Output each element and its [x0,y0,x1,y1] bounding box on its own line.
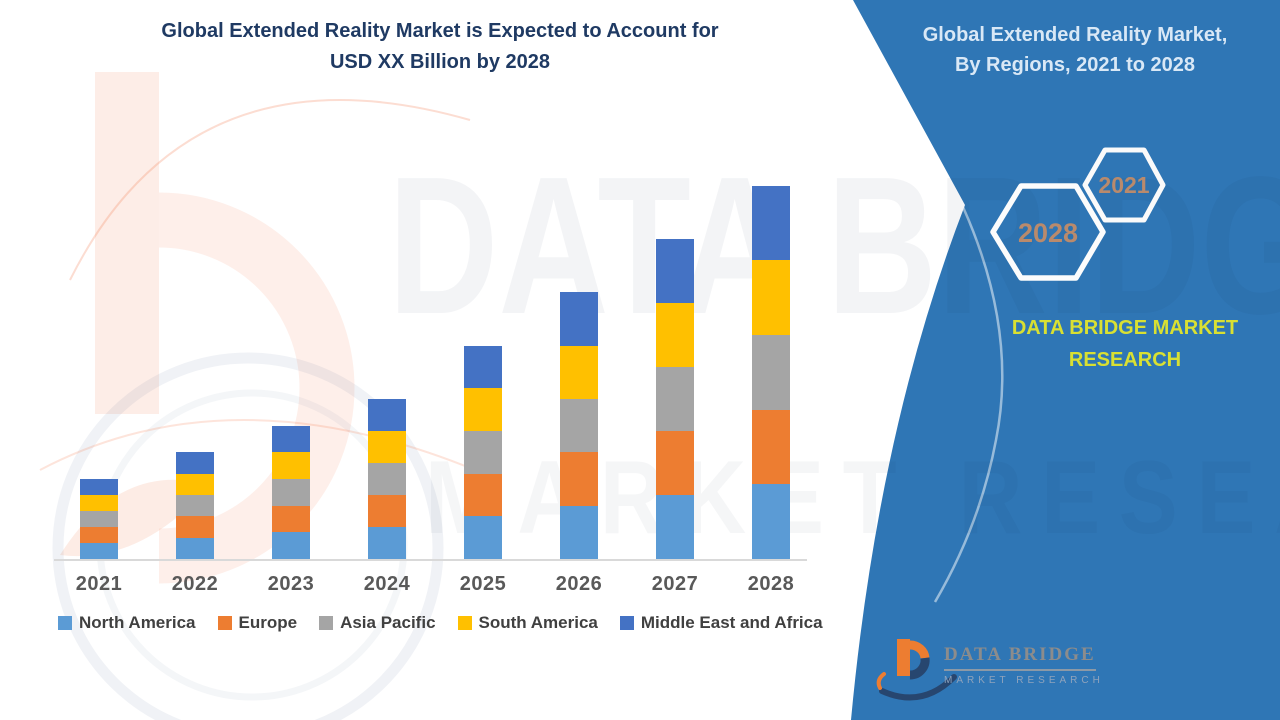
x-axis-label-2023: 2023 [267,573,315,595]
bar-segment-asia-pacific-2021 [80,511,118,527]
logo-mark-icon [876,639,957,701]
bar-segment-middle-east-and-africa-2022 [176,452,214,474]
bar-segment-europe-2026 [560,452,598,506]
bar-segment-south-america-2021 [80,495,118,511]
bar-segment-europe-2027 [656,431,694,495]
legend-swatch-icon [217,616,232,630]
bar-segment-asia-pacific-2028 [752,335,790,410]
watermark-arc-bottom [39,419,476,471]
chart-title-line1: Global Extended Reality Market is Expect… [161,20,719,42]
bar-segment-middle-east-and-africa-2027 [656,239,694,303]
legend-item-south-america: South America [457,613,598,633]
x-axis-label-2028: 2028 [747,573,795,595]
x-axis-line [54,559,807,561]
bar-segment-asia-pacific-2026 [560,399,598,453]
legend-label: Asia Pacific [340,613,436,632]
legend-item-middle-east-and-africa: Middle East and Africa [619,613,823,633]
bar-segment-south-america-2022 [176,473,214,495]
bar-segment-middle-east-and-africa-2028 [752,185,790,261]
legend-item-north-america: North America [58,613,196,633]
legend-item-europe: Europe [217,613,298,633]
bar-segment-middle-east-and-africa-2024 [368,399,406,431]
x-axis-label-2027: 2027 [651,573,699,595]
legend-label: Middle East and Africa [640,613,823,632]
panel-title-line1: Global Extended Reality Market, [922,24,1228,46]
panel-title: Global Extended Reality Market, By Regio… [880,20,1270,80]
bar-segment-north-america-2021 [80,543,118,559]
legend-label: South America [478,613,598,632]
bar-segment-europe-2022 [176,516,214,538]
bar-segment-north-america-2022 [176,537,214,559]
legend-label: Europe [238,613,298,632]
x-axis-label-2021: 2021 [75,573,123,595]
legend-label: North America [79,613,196,632]
legend-swatch-icon [457,616,472,630]
bar-segment-north-america-2024 [368,527,406,559]
panel-white-wedge [845,0,965,720]
bar-segment-europe-2028 [752,409,790,485]
bar-segment-asia-pacific-2023 [272,479,310,506]
x-axis-label-2022: 2022 [171,573,219,595]
bar-segment-europe-2025 [464,473,502,517]
bar-segment-asia-pacific-2025 [464,431,502,474]
bar-segment-middle-east-and-africa-2023 [272,425,310,453]
logo-subtitle: MARKET RESEARCH [944,675,1104,686]
bar-segment-europe-2024 [368,495,406,527]
watermark-text-line2: MARKET RESEARCH [425,446,1280,550]
bar-segment-north-america-2028 [752,484,790,559]
logo-wordmark: DATA BRIDGE MARKET RESEARCH [944,644,1164,686]
bar-segment-north-america-2026 [560,505,598,559]
bar-segment-north-america-2023 [272,532,310,559]
brand-text: DATA BRIDGE MARKET RESEARCH [960,312,1280,376]
bar-segment-middle-east-and-africa-2025 [464,345,502,389]
legend-swatch-icon [619,616,634,630]
bar-segment-europe-2023 [272,505,310,533]
x-axis-label-2025: 2025 [459,573,507,595]
logo-name: DATA BRIDGE [944,644,1096,665]
bar-segment-south-america-2023 [272,452,310,479]
bar-segment-south-america-2024 [368,431,406,463]
panel-title-line2: By Regions, 2021 to 2028 [954,54,1196,76]
legend-swatch-icon [58,616,72,630]
x-axis-label-2026: 2026 [555,573,603,595]
brand-text-line1: DATA BRIDGE MARKET [1011,317,1239,339]
chart-title-line2: USD XX Billion by 2028 [329,51,551,73]
bar-segment-south-america-2026 [560,345,598,399]
legend-item-asia-pacific: Asia Pacific [319,613,436,633]
bar-segment-asia-pacific-2022 [176,495,214,517]
bar-segment-europe-2021 [80,527,118,543]
watermark-ring-inner [96,389,408,701]
bar-segment-south-america-2025 [464,388,502,431]
bar-segment-south-america-2028 [752,260,790,336]
chart-legend: North America Europe Asia Pacific South Ame… [58,613,823,633]
bar-segment-north-america-2027 [656,495,694,559]
bar-segment-south-america-2027 [656,303,694,367]
x-axis-label-2024: 2024 [363,573,411,595]
watermark-b-stem [95,72,159,414]
logo-underline [944,669,1096,671]
bar-segment-middle-east-and-africa-2026 [560,292,598,346]
bar-segment-asia-pacific-2024 [368,463,406,495]
bar-segment-north-america-2025 [464,516,502,559]
bar-segment-asia-pacific-2027 [656,367,694,431]
legend-swatch-icon [319,616,334,630]
chart-title: Global Extended Reality Market is Expect… [60,16,820,78]
brand-text-line2: RESEARCH [1068,349,1182,371]
bar-segment-middle-east-and-africa-2021 [80,479,118,495]
